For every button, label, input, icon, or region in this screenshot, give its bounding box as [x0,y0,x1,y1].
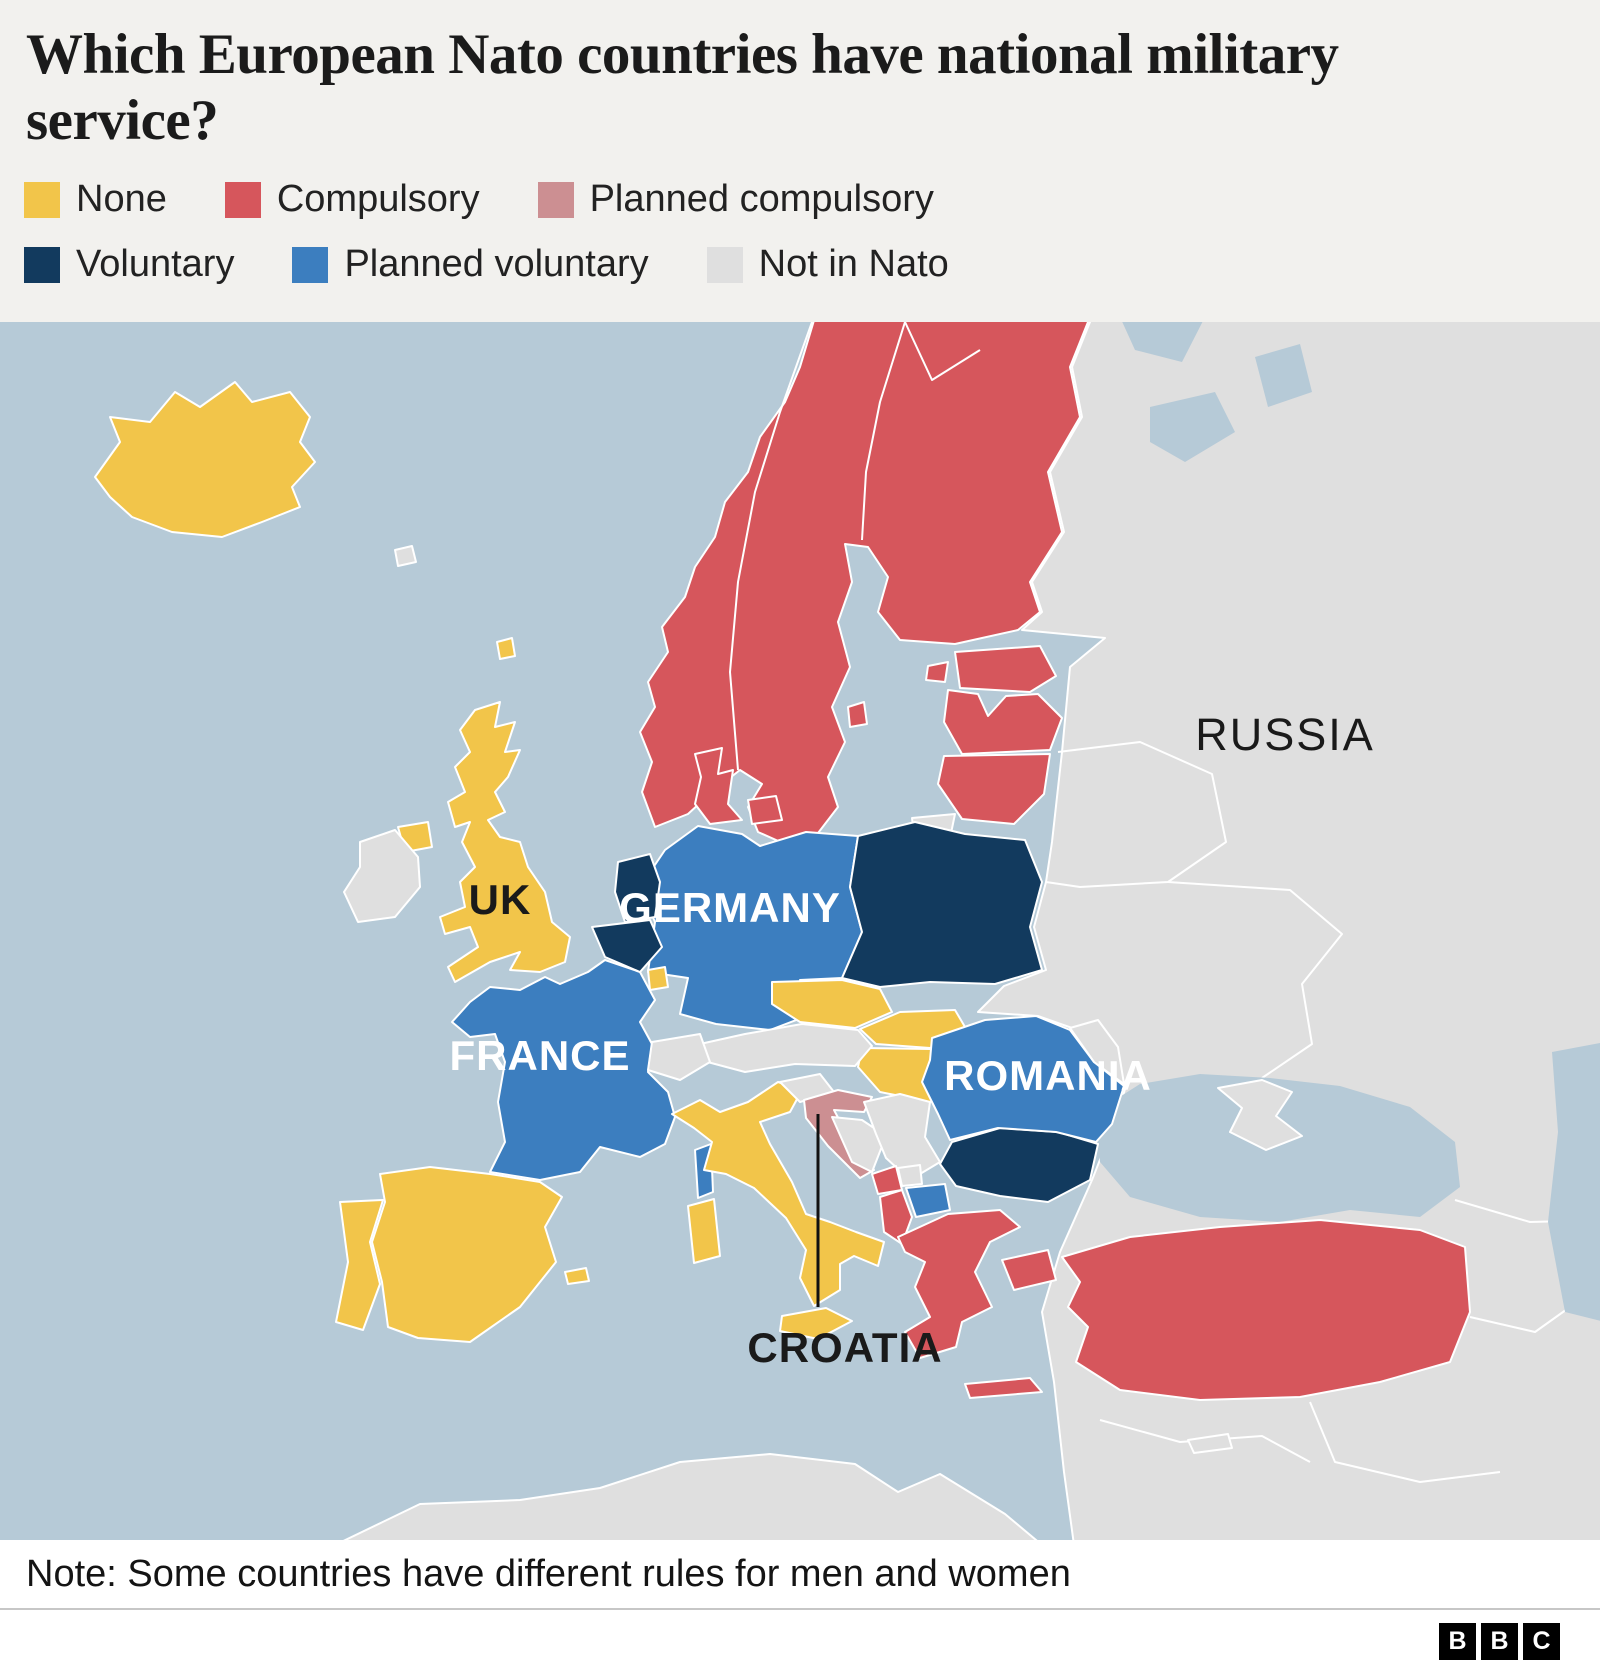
lake-onega [1255,344,1312,407]
country-lithuania [937,753,1051,825]
legend-item-not-in-nato: Not in Nato [706,243,949,286]
legend-item-planned-voluntary: Planned voluntary [292,243,649,286]
border-belarus [1045,741,1227,888]
note-text: Note: Some countries have different rule… [26,1552,1071,1595]
legend-swatch-compulsory [224,181,261,218]
country-crimea [1217,1079,1303,1151]
country-austria [699,1023,873,1073]
country-spain [371,1166,563,1343]
country-bosnia [831,1116,887,1173]
country-poland [841,821,1043,988]
bbc-logo: B B C [1439,1623,1560,1660]
country-greece [897,1209,1021,1359]
bbc-logo-block-c: C [1523,1623,1560,1660]
black-sea [1096,1074,1460,1222]
island-faroe [394,545,417,567]
legend-swatch-voluntary [24,246,60,283]
country-luxembourg [647,966,669,991]
map-svg: RUSSIA UK GERMANY FRANCE ROMANIA CROATIA [0,322,1600,1540]
legend-label-compulsory: Compulsory [276,178,480,221]
footer: B B C [0,1612,1600,1674]
europe-map: RUSSIA UK GERMANY FRANCE ROMANIA CROATIA [0,322,1600,1540]
country-russia-east [977,322,1600,1540]
border-norway-finland [904,322,981,381]
legend-row-1: None Compulsory Planned compulsory [24,178,1600,221]
white-sea [1122,322,1203,362]
legend-item-planned-compulsory: Planned compulsory [537,178,934,221]
country-uk [439,701,571,983]
border-norway-sweden [729,322,813,771]
island-sicily [779,1307,853,1340]
caspian-sea [1548,1042,1600,1321]
legend-row-2: Voluntary Planned voluntary Not in Nato [24,243,1600,286]
country-portugal [335,1199,384,1331]
legend: None Compulsory Planned compulsory Volun… [24,178,1600,286]
island-estonia [925,661,949,683]
country-belgium [591,919,663,973]
legend-swatch-not-in-nato [706,246,743,283]
border-mesopotamia [1309,1401,1501,1483]
island-cyprus [1187,1433,1233,1454]
island-gotland [847,701,868,728]
legend-item-compulsory: Compulsory [224,178,480,221]
country-czechia [771,979,893,1029]
country-netherlands [614,853,661,923]
legend-item-voluntary: Voluntary [24,243,234,286]
bbc-logo-block-b1: B [1439,1623,1476,1660]
country-latvia [943,689,1063,755]
legend-label-voluntary: Voluntary [76,243,235,286]
border-sweden-finland [861,322,906,541]
label-romania: ROMANIA [944,1052,1152,1099]
legend-item-none: None [24,178,167,221]
lake-ladoga [1150,392,1235,462]
country-albania [879,1189,913,1245]
label-russia: RUSSIA [1195,709,1375,760]
country-turkey-thrace [1001,1249,1057,1291]
note-bar: Note: Some countries have different rule… [0,1540,1600,1610]
legend-swatch-planned-voluntary [292,246,329,283]
country-denmark-islands [747,795,783,825]
legend-swatch-none [24,181,60,218]
legend-swatch-planned-compulsory [537,181,574,218]
label-uk: UK [469,876,532,923]
page-title: Which European Nato countries have natio… [26,23,1339,153]
island-shetland [496,637,516,660]
country-estonia [954,645,1057,693]
island-balearics [564,1267,590,1285]
country-ireland [343,829,421,923]
label-croatia: CROATIA [747,1324,942,1371]
country-turkey [1061,1219,1471,1401]
country-denmark [694,747,743,825]
country-switzerland [647,1033,711,1081]
legend-label-planned-compulsory: Planned compulsory [589,178,934,221]
border-ukraine-russia [1167,881,1343,1079]
island-crete [964,1377,1043,1399]
country-kosovo [897,1164,923,1187]
header: Which European Nato countries have natio… [0,0,1600,322]
label-germany: GERMANY [619,884,841,931]
legend-label-none: None [76,178,167,221]
country-north-africa [343,1453,1038,1540]
country-romania [921,1015,1125,1143]
country-france [451,959,676,1181]
country-iceland [94,381,316,538]
country-moldova [1069,1019,1125,1085]
legend-label-planned-voluntary: Planned voluntary [344,243,649,286]
island-sardinia [687,1198,721,1264]
legend-label-not-in-nato: Not in Nato [758,243,949,286]
label-france: FRANCE [450,1032,631,1079]
bbc-logo-block-b2: B [1481,1623,1518,1660]
country-north-macedonia [905,1183,951,1218]
